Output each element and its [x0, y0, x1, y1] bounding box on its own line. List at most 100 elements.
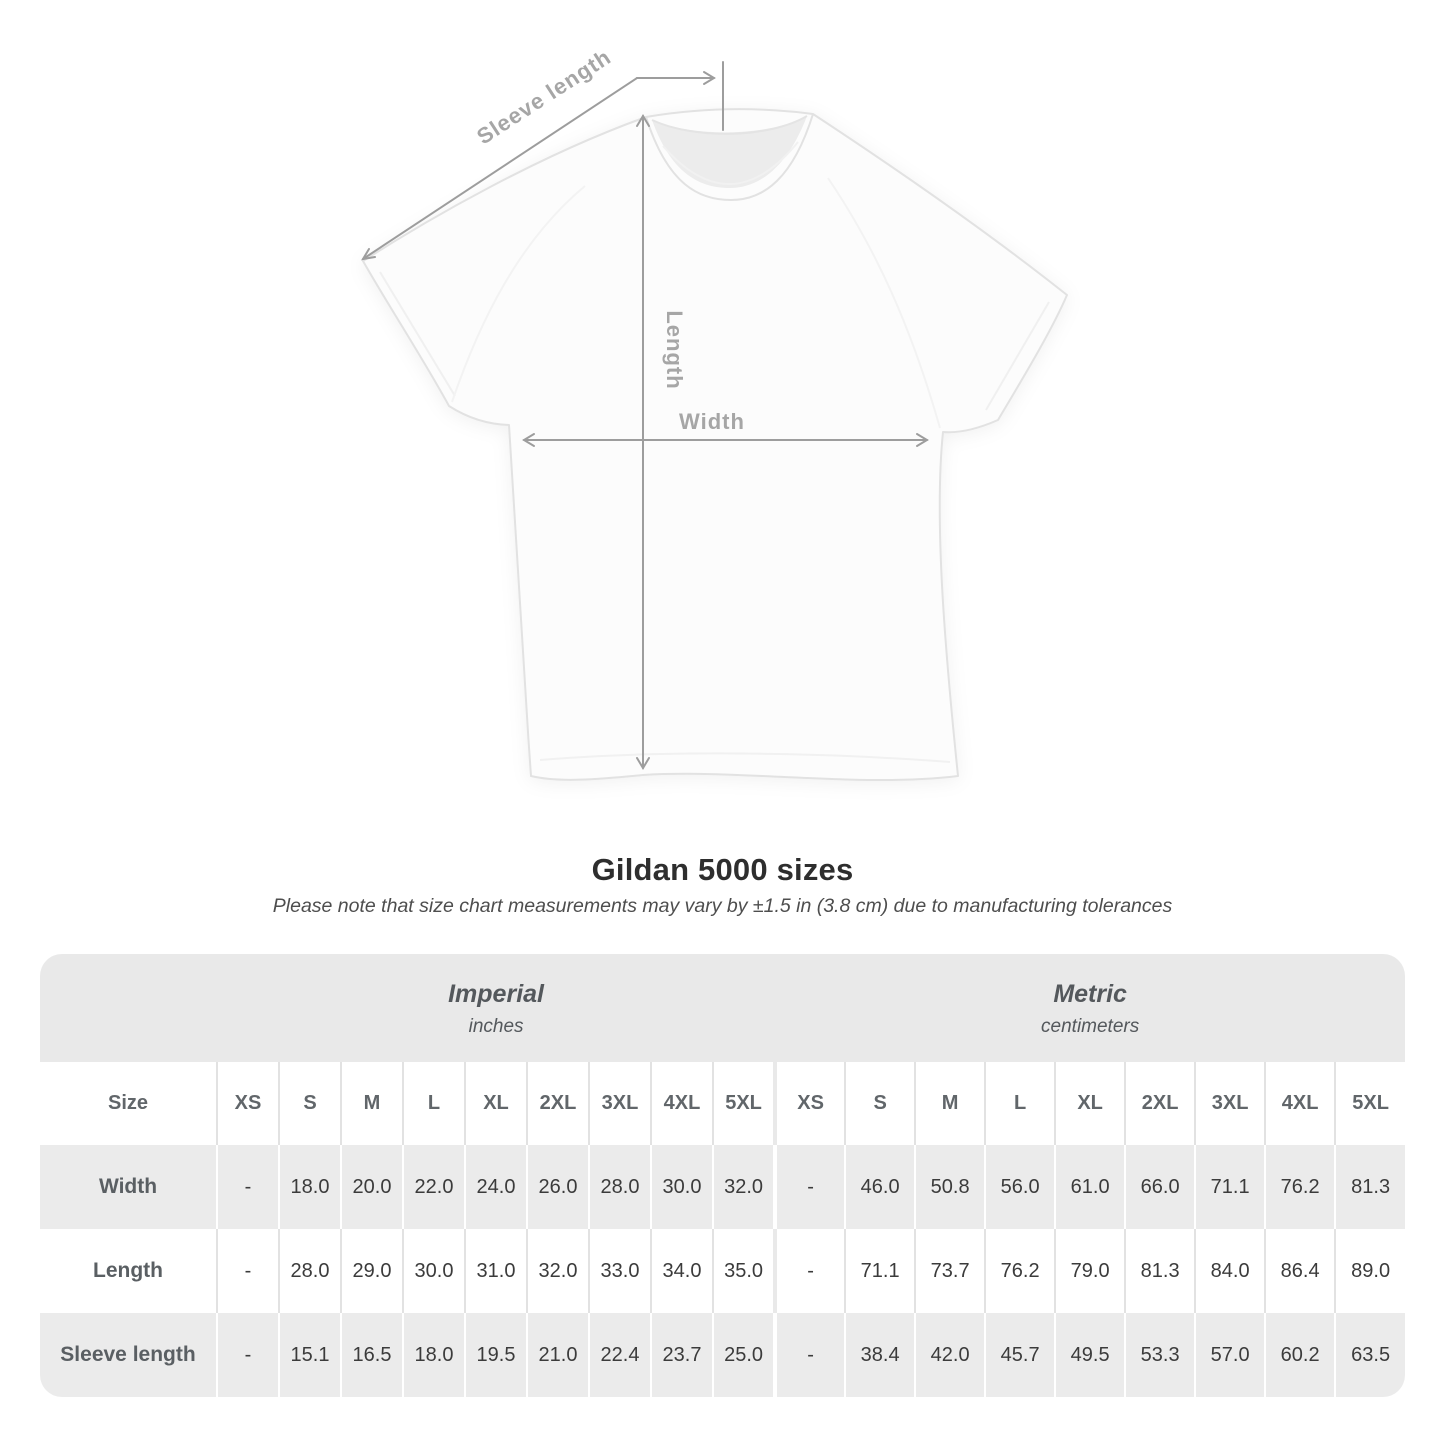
corner-spacer — [40, 954, 217, 1062]
row-label-width: Width — [40, 1145, 217, 1229]
length-imperial-s: 28.0 — [278, 1229, 341, 1313]
size-header-metric-4xl: 4XL — [1264, 1062, 1336, 1145]
size-header-row: Size XS S M L XL 2XL 3XL 4XL 5XL XS S M … — [40, 1062, 1405, 1145]
sleeve-metric-2xl: 53.3 — [1124, 1313, 1196, 1397]
size-header-metric-3xl: 3XL — [1194, 1062, 1266, 1145]
sleeve-imperial-2xl: 21.0 — [526, 1313, 589, 1397]
size-table: Imperial inches Metric centimeters Size … — [40, 954, 1405, 1397]
length-metric-xs: - — [773, 1229, 846, 1313]
width-imperial-m: 20.0 — [340, 1145, 403, 1229]
width-metric-l: 56.0 — [984, 1145, 1056, 1229]
width-metric-xs: - — [773, 1145, 846, 1229]
sleeve-imperial-xl: 19.5 — [464, 1313, 527, 1397]
sleeve-metric-5xl: 63.5 — [1334, 1313, 1405, 1397]
width-metric-3xl: 71.1 — [1194, 1145, 1266, 1229]
length-imperial-2xl: 32.0 — [526, 1229, 589, 1313]
imperial-unit: inches — [468, 1015, 524, 1037]
sleeve-metric-3xl: 57.0 — [1194, 1313, 1266, 1397]
length-metric-s: 71.1 — [844, 1229, 916, 1313]
sleeve-imperial-m: 16.5 — [340, 1313, 403, 1397]
sleeve-imperial-4xl: 23.7 — [650, 1313, 713, 1397]
size-header-metric-5xl: 5XL — [1334, 1062, 1405, 1145]
length-metric-m: 73.7 — [914, 1229, 986, 1313]
sleeve-metric-l: 45.7 — [984, 1313, 1056, 1397]
sleeve-length-label: Sleeve length — [472, 44, 615, 149]
width-metric-s: 46.0 — [844, 1145, 916, 1229]
width-imperial-2xl: 26.0 — [526, 1145, 589, 1229]
sleeve-metric-m: 42.0 — [914, 1313, 986, 1397]
unit-header-row: Imperial inches Metric centimeters — [40, 954, 1405, 1062]
width-label: Width — [679, 409, 745, 434]
size-header-imperial-4xl: 4XL — [650, 1062, 713, 1145]
metric-group-header: Metric centimeters — [775, 954, 1405, 1062]
size-table-container: Imperial inches Metric centimeters Size … — [40, 954, 1405, 1397]
tshirt-graphic: Sleeve length Length Width — [361, 44, 1068, 782]
length-arrow — [636, 114, 650, 770]
width-metric-2xl: 66.0 — [1124, 1145, 1196, 1229]
sleeve-metric-4xl: 60.2 — [1264, 1313, 1336, 1397]
size-header-imperial-3xl: 3XL — [588, 1062, 651, 1145]
length-row: Length - 28.0 29.0 30.0 31.0 32.0 33.0 3… — [40, 1229, 1405, 1313]
metric-unit: centimeters — [1041, 1015, 1140, 1037]
width-imperial-xl: 24.0 — [464, 1145, 527, 1229]
metric-label: Metric — [1053, 979, 1127, 1008]
width-row: Width - 18.0 20.0 22.0 24.0 26.0 28.0 30… — [40, 1145, 1405, 1229]
imperial-label: Imperial — [448, 979, 544, 1008]
length-imperial-5xl: 35.0 — [711, 1229, 776, 1313]
tshirt-body — [362, 108, 1068, 782]
length-imperial-l: 30.0 — [402, 1229, 465, 1313]
sleeve-metric-xl: 49.5 — [1054, 1313, 1126, 1397]
width-metric-5xl: 81.3 — [1334, 1145, 1405, 1229]
size-header-metric-s: S — [844, 1062, 916, 1145]
size-header-imperial-l: L — [402, 1062, 465, 1145]
size-header-imperial-s: S — [278, 1062, 341, 1145]
row-label-sleeve-length: Sleeve length — [40, 1313, 217, 1397]
length-metric-3xl: 84.0 — [1194, 1229, 1266, 1313]
size-header-metric-m: M — [914, 1062, 986, 1145]
sleeve-metric-s: 38.4 — [844, 1313, 916, 1397]
imperial-group-header: Imperial inches — [217, 954, 776, 1062]
size-header-imperial-2xl: 2XL — [526, 1062, 589, 1145]
length-imperial-m: 29.0 — [340, 1229, 403, 1313]
width-imperial-4xl: 30.0 — [650, 1145, 713, 1229]
width-imperial-l: 22.0 — [402, 1145, 465, 1229]
tshirt-measurement-diagram: Sleeve length Length Width — [361, 44, 1068, 782]
sleeve-imperial-3xl: 22.4 — [588, 1313, 651, 1397]
length-metric-5xl: 89.0 — [1334, 1229, 1405, 1313]
size-corner-header: Size — [40, 1062, 217, 1145]
length-metric-2xl: 81.3 — [1124, 1229, 1196, 1313]
length-imperial-4xl: 34.0 — [650, 1229, 713, 1313]
length-imperial-xs: - — [216, 1229, 279, 1313]
width-imperial-3xl: 28.0 — [588, 1145, 651, 1229]
size-header-metric-l: L — [984, 1062, 1056, 1145]
width-imperial-5xl: 32.0 — [711, 1145, 776, 1229]
width-metric-m: 50.8 — [914, 1145, 986, 1229]
size-header-imperial-xs: XS — [216, 1062, 279, 1145]
page-title: Gildan 5000 sizes — [591, 852, 854, 887]
width-imperial-xs: - — [216, 1145, 279, 1229]
size-header-metric-xl: XL — [1054, 1062, 1126, 1145]
size-chart-page: Sleeve length Length Width Gildan 5000 s… — [40, 44, 1405, 1397]
width-arrow — [522, 433, 929, 447]
sleeve-imperial-l: 18.0 — [402, 1313, 465, 1397]
length-imperial-3xl: 33.0 — [588, 1229, 651, 1313]
sleeve-imperial-xs: - — [216, 1313, 279, 1397]
size-header-imperial-m: M — [340, 1062, 403, 1145]
sleeve-imperial-s: 15.1 — [278, 1313, 341, 1397]
size-header-metric-xs: XS — [773, 1062, 846, 1145]
size-header-metric-2xl: 2XL — [1124, 1062, 1196, 1145]
sleeve-metric-xs: - — [773, 1313, 846, 1397]
width-imperial-s: 18.0 — [278, 1145, 341, 1229]
tolerance-note: Please note that size chart measurements… — [272, 895, 1173, 917]
length-label: Length — [662, 310, 687, 389]
size-header-imperial-xl: XL — [464, 1062, 527, 1145]
width-metric-xl: 61.0 — [1054, 1145, 1126, 1229]
length-metric-l: 76.2 — [984, 1229, 1056, 1313]
width-metric-4xl: 76.2 — [1264, 1145, 1336, 1229]
length-imperial-xl: 31.0 — [464, 1229, 527, 1313]
length-metric-4xl: 86.4 — [1264, 1229, 1336, 1313]
sleeve-length-row: Sleeve length - 15.1 16.5 18.0 19.5 21.0… — [40, 1313, 1405, 1397]
sleeve-imperial-5xl: 25.0 — [711, 1313, 776, 1397]
length-metric-xl: 79.0 — [1054, 1229, 1126, 1313]
sleeve-length-arrow — [361, 71, 716, 261]
